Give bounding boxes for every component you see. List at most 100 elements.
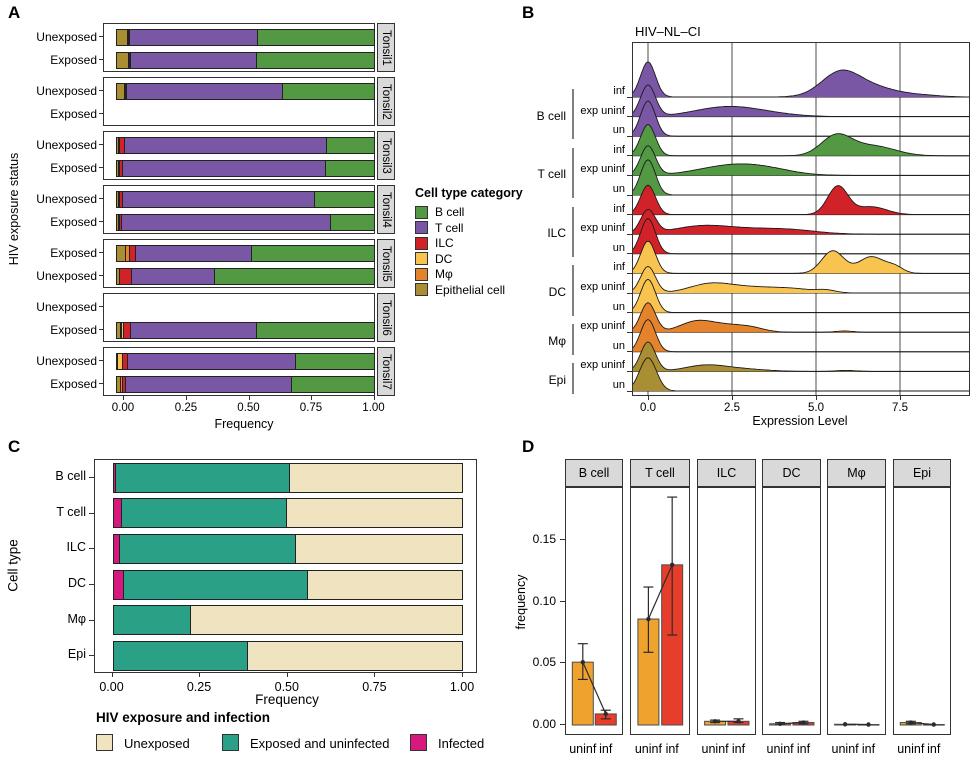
- panel-d-letter: D: [522, 437, 535, 456]
- bar-segment-b_cell: [256, 52, 374, 68]
- x-tick-label: 0.75: [299, 402, 323, 414]
- x-tick-label: 2.5: [724, 402, 740, 414]
- ridge-row-label: inf: [613, 261, 625, 274]
- y-tick: [99, 112, 103, 114]
- facet-panel: [103, 23, 375, 72]
- row-label: Exposed: [50, 215, 97, 229]
- y-tick: [89, 655, 94, 657]
- ridge-group-bracket: [572, 324, 574, 355]
- stacked-bar: [116, 213, 375, 231]
- ridge-row-tick: [627, 272, 632, 274]
- ridge-group-bracket: [572, 363, 574, 394]
- x-tick: [462, 673, 463, 677]
- bar-segment-mphi: [120, 376, 123, 392]
- bar-segment-ilc: [120, 191, 124, 207]
- bar-segment-t_cell: [122, 214, 331, 230]
- bar-segment-unexposed: [248, 641, 462, 670]
- bar-segment-exposed-and-uninfected: [121, 499, 288, 528]
- facet-strip-label: Tonsil2: [380, 83, 392, 120]
- stacked-bar: [116, 321, 375, 339]
- facet-strip: ILC: [697, 459, 756, 487]
- legend-swatch: [96, 734, 113, 751]
- bar-segment-b_cell: [215, 268, 374, 284]
- facet-panel: [565, 487, 623, 735]
- bar-segment-dc: [118, 353, 123, 369]
- mean-dot: [777, 721, 783, 726]
- y-tick-label: 0.10: [532, 593, 556, 608]
- legend-item: DC: [415, 252, 523, 266]
- x-category-label: inf: [731, 742, 746, 756]
- row-label: DC: [67, 575, 86, 590]
- facet-panel: [103, 185, 375, 234]
- ridge-row-tick: [627, 96, 632, 98]
- panel-bg: [632, 42, 970, 396]
- row-label: Unexposed: [36, 30, 97, 44]
- x-tick-label: 0.00: [111, 402, 135, 414]
- facet-strip-label: Tonsil4: [380, 191, 392, 228]
- ridge-density: [632, 240, 970, 274]
- ridge-density: [632, 208, 970, 235]
- x-tick: [286, 673, 288, 677]
- facet-svg: [834, 722, 880, 727]
- bar-segment-exposed-and-uninfected: [119, 534, 297, 563]
- y-tick: [99, 35, 103, 37]
- stacked-bar: [116, 352, 375, 370]
- y-tick: [89, 619, 94, 621]
- bar-segment-b_cell: [257, 322, 374, 338]
- mean-dot: [866, 722, 871, 727]
- bar-segment-t_cell: [130, 52, 257, 68]
- y-tick: [99, 166, 103, 168]
- stacked-bar: [116, 82, 375, 100]
- panel-a-plot-area: Unexposed Exposed Tonsil1 Unexposed Exposed T…: [0, 0, 487, 430]
- panel-b-ridgeline: HIV–NL–CI Expression Level inf exp uninf u…: [536, 24, 970, 428]
- panel-c-x-axis-title: Frequency: [255, 692, 319, 707]
- legend-swatch: [415, 267, 428, 281]
- y-tick: [89, 476, 94, 478]
- x-tick-label: 0.25: [186, 680, 212, 694]
- facet-panel: [697, 487, 756, 735]
- ridge-row-label: un: [612, 241, 625, 254]
- ridge-density: [632, 61, 970, 98]
- x-tick: [900, 396, 901, 400]
- y-tick: [89, 583, 94, 585]
- ridge-group-bracket: [572, 147, 574, 198]
- ridge-row-label: un: [612, 183, 625, 195]
- x-tick: [373, 396, 375, 400]
- ridge-row-label: un: [612, 124, 625, 137]
- x-category-label: uninf: [701, 742, 729, 756]
- row-label: Unexposed: [36, 269, 97, 283]
- facet-svg: [637, 496, 684, 726]
- facet-strip-label: Tonsil6: [380, 299, 392, 336]
- facet-strip-label: Tonsil7: [380, 353, 392, 390]
- mean-dot: [669, 562, 675, 568]
- stacked-bar: [112, 533, 463, 564]
- ridge-row-label: exp uninf: [580, 320, 625, 333]
- stacked-bar: [116, 375, 375, 393]
- ridge-group-label: Epi: [548, 373, 566, 388]
- row-label: Unexposed: [36, 192, 97, 206]
- x-tick-label: 7.5: [892, 402, 908, 414]
- ridge-density: [632, 100, 970, 137]
- stacked-bar: [112, 462, 463, 493]
- ridge-row-label: un: [612, 379, 625, 391]
- bar-segment-b_cell: [326, 137, 374, 153]
- facet-strip-label: Tonsil5: [380, 245, 392, 282]
- bar-segment-t_cell: [126, 376, 292, 392]
- bar-segment-ilc: [125, 83, 127, 99]
- x-category-label: uninf: [766, 742, 794, 756]
- ridge-density: [632, 218, 970, 255]
- ridge-row-tick: [627, 174, 632, 176]
- ridge-group-label: B cell: [536, 108, 566, 123]
- facet-strip: Tonsil3: [377, 131, 395, 180]
- legend-item: ILC: [415, 236, 523, 250]
- y-tick: [99, 251, 103, 253]
- panel-d-bar-facets: frequency 0.00 0.05 0.10 0.15 B cell uninf inf…: [0, 430, 974, 771]
- bar-segment-ilc: [120, 268, 132, 284]
- row-label: Exposed: [50, 161, 97, 175]
- ridge-density: [632, 302, 970, 333]
- x-tick-label: 0.0: [640, 402, 656, 414]
- panel-a-legend-title: Cell type category: [415, 186, 523, 200]
- bar-segment-epithelial: [117, 137, 119, 153]
- facet-svg: [704, 718, 750, 726]
